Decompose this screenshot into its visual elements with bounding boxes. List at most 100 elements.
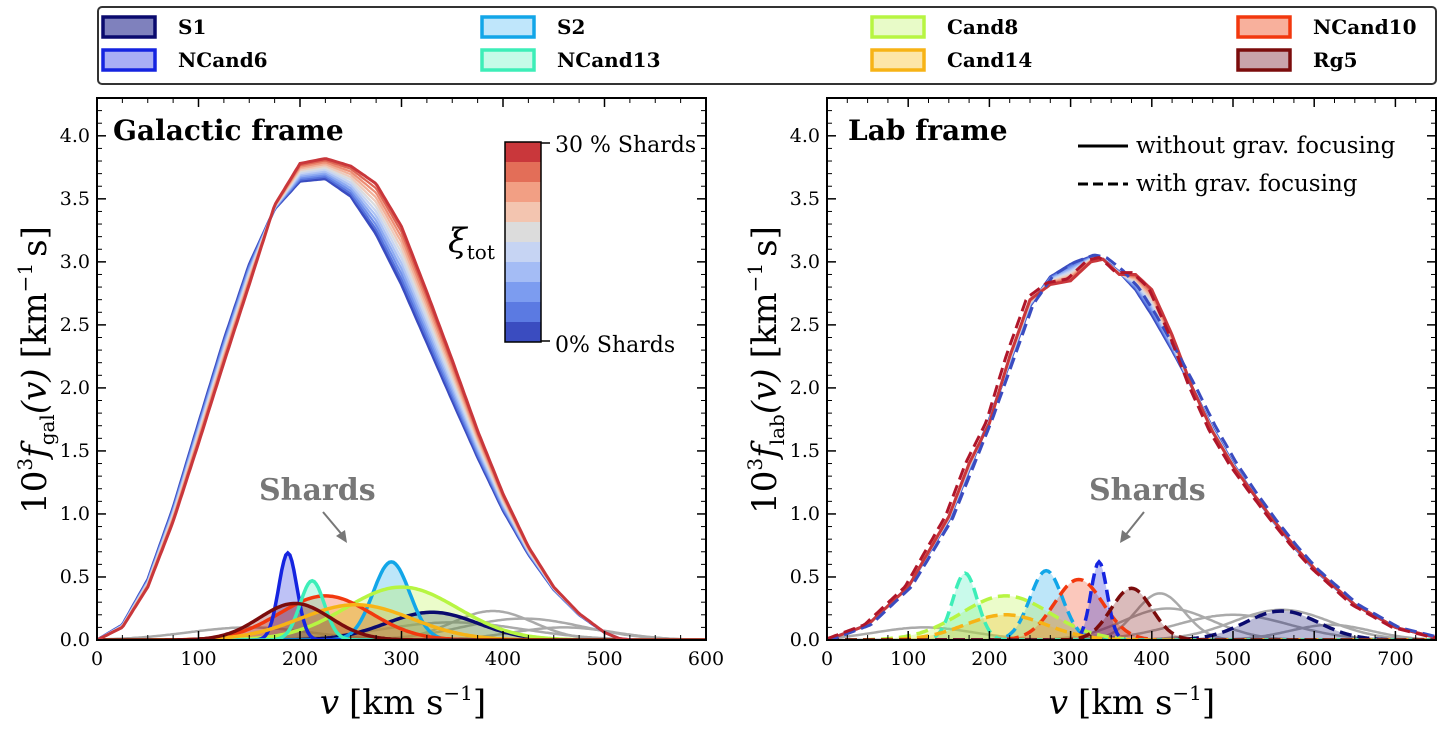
y-tick-label: 2.5 bbox=[790, 314, 820, 336]
y-axis-label: 103fgal(v)[km−1s] bbox=[13, 226, 59, 514]
background-shard-curve bbox=[827, 623, 1436, 640]
shard-fill-cand14 bbox=[97, 604, 706, 640]
colorbar-segment bbox=[505, 142, 541, 163]
total-speed-distribution-curve bbox=[827, 257, 1436, 640]
colorbar-segment bbox=[505, 322, 541, 343]
legend-swatch bbox=[480, 48, 536, 72]
y-tick-label: 3.5 bbox=[60, 188, 90, 210]
y-tick-label: 1.0 bbox=[60, 503, 90, 525]
y-tick-label: 2.0 bbox=[60, 377, 90, 399]
legend-item-ncand6: NCand6 bbox=[101, 48, 268, 72]
colorbar-segment bbox=[505, 182, 541, 203]
x-axis-label: v [km s−1] bbox=[320, 681, 486, 723]
shard-fill-ncand13 bbox=[827, 573, 1436, 640]
legend-label: Cand8 bbox=[947, 15, 1018, 39]
colorbar-segment bbox=[505, 262, 541, 283]
legend-item-s2: S2 bbox=[480, 15, 585, 39]
x-tick-label: 400 bbox=[485, 648, 521, 670]
shards-annotation: Shards bbox=[259, 473, 376, 508]
total-curve-grav-focusing bbox=[827, 253, 1436, 640]
x-tick-label: 100 bbox=[180, 648, 216, 670]
legend-swatch bbox=[1236, 15, 1292, 39]
legend: S1 S2 Cand8 NCand10 NCand6 NCand13 Cand14 Rg5 bbox=[97, 6, 1437, 85]
lab-frame-panel: 0 100 200 300 400 500 600 700 0.0 0.5 1.0 1.5 2.0 2.5… bbox=[743, 97, 1437, 723]
legend-item-rg5: Rg5 bbox=[1236, 48, 1358, 72]
total-speed-distribution-curve bbox=[827, 257, 1436, 640]
y-tick-label: 3.5 bbox=[790, 188, 820, 210]
shard-curve-s1 bbox=[97, 610, 706, 640]
y-tick-label: 0.5 bbox=[60, 566, 90, 588]
colorbar-segment bbox=[505, 302, 541, 323]
shard-curve-rg5 bbox=[827, 586, 1436, 640]
y-tick-label: 0.0 bbox=[60, 629, 90, 651]
x-tick-label: 500 bbox=[1215, 648, 1251, 670]
legend-label: S1 bbox=[178, 15, 206, 39]
shards-arrow bbox=[322, 511, 347, 543]
y-tick-label: 1.0 bbox=[790, 503, 820, 525]
total-speed-distribution-curve bbox=[827, 258, 1436, 640]
colorbar-segment bbox=[505, 202, 541, 223]
x-tick-label: 300 bbox=[383, 648, 419, 670]
x-tick-label: 100 bbox=[890, 648, 926, 670]
legend-swatch bbox=[870, 48, 926, 72]
panel-title: Galactic frame bbox=[113, 114, 344, 147]
x-tick-label: 500 bbox=[586, 648, 622, 670]
legend-item-ncand10: NCand10 bbox=[1236, 15, 1417, 39]
dashed-line-label: with grav. focusing bbox=[1136, 171, 1358, 197]
y-tick-label: 2.5 bbox=[60, 314, 90, 336]
colorbar-top-label: 30 % Shards bbox=[555, 133, 696, 158]
shard-fill-rg5 bbox=[827, 588, 1436, 640]
y-tick-label: 1.5 bbox=[790, 440, 820, 462]
panel-title: Lab frame bbox=[848, 114, 1008, 147]
x-tick-label: 400 bbox=[1134, 648, 1170, 670]
solid-line-label: without grav. focusing bbox=[1136, 133, 1396, 159]
total-speed-distribution-curve bbox=[827, 258, 1436, 640]
y-tick-label: 3.0 bbox=[790, 251, 820, 273]
colorbar-segment bbox=[505, 162, 541, 183]
colorbar-frame bbox=[504, 141, 542, 343]
galactic-frame-panel: 0 100 200 300 400 500 600 0.0 0.5 1.0 1.5 2.0 2.5 3.0… bbox=[13, 97, 724, 723]
colorbar-label: ξtot bbox=[448, 221, 495, 264]
legend-label: Cand14 bbox=[947, 48, 1032, 72]
legend-label: NCand10 bbox=[1313, 15, 1417, 39]
shard-fill-s1 bbox=[827, 611, 1436, 640]
legend-swatch bbox=[101, 15, 157, 39]
legend-label: NCand13 bbox=[557, 48, 661, 72]
x-tick-label: 600 bbox=[1296, 648, 1332, 670]
total-speed-distribution-curve bbox=[827, 255, 1436, 640]
legend-item-ncand13: NCand13 bbox=[480, 48, 661, 72]
x-tick-label: 600 bbox=[688, 648, 724, 670]
y-tick-label: 4.0 bbox=[790, 125, 820, 147]
background-shard-curve bbox=[827, 607, 1436, 640]
background-shard-curve bbox=[827, 626, 1436, 640]
linestyle-legend: without grav. focusing with grav. focusi… bbox=[1078, 133, 1396, 197]
x-tick-label: 200 bbox=[282, 648, 318, 670]
x-tick-label: 700 bbox=[1377, 648, 1413, 670]
colorbar-segment bbox=[505, 242, 541, 263]
legend-label: NCand6 bbox=[178, 48, 268, 72]
x-tick-label: 300 bbox=[1052, 648, 1088, 670]
y-axis-label: 103flab(v)[km−1s] bbox=[743, 226, 789, 514]
total-speed-distribution-curve bbox=[827, 256, 1436, 640]
total-speed-distribution-curve bbox=[827, 258, 1436, 640]
shards-arrow bbox=[1120, 511, 1145, 543]
total-speed-distribution-curve bbox=[97, 159, 706, 640]
colorbar bbox=[504, 141, 550, 343]
legend-item-cand8: Cand8 bbox=[870, 15, 1018, 39]
x-axis-label: v [km s−1] bbox=[1049, 681, 1215, 723]
total-speed-distribution-curve bbox=[827, 258, 1436, 640]
colorbar-bottom-label: 0% Shards bbox=[555, 333, 675, 358]
colorbar-segment bbox=[505, 282, 541, 303]
legend-label: Rg5 bbox=[1313, 48, 1358, 72]
y-tick-label: 1.5 bbox=[60, 440, 90, 462]
total-speed-distribution-curve bbox=[827, 258, 1436, 640]
total-speed-distribution-curve bbox=[827, 256, 1436, 640]
colorbar-segment bbox=[505, 222, 541, 243]
legend-frame bbox=[97, 6, 1437, 85]
background-shard-curve bbox=[827, 613, 1436, 640]
legend-swatch bbox=[870, 15, 926, 39]
y-tick-label: 0.5 bbox=[790, 566, 820, 588]
x-tick-label: 200 bbox=[971, 648, 1007, 670]
legend-swatch bbox=[101, 48, 157, 72]
